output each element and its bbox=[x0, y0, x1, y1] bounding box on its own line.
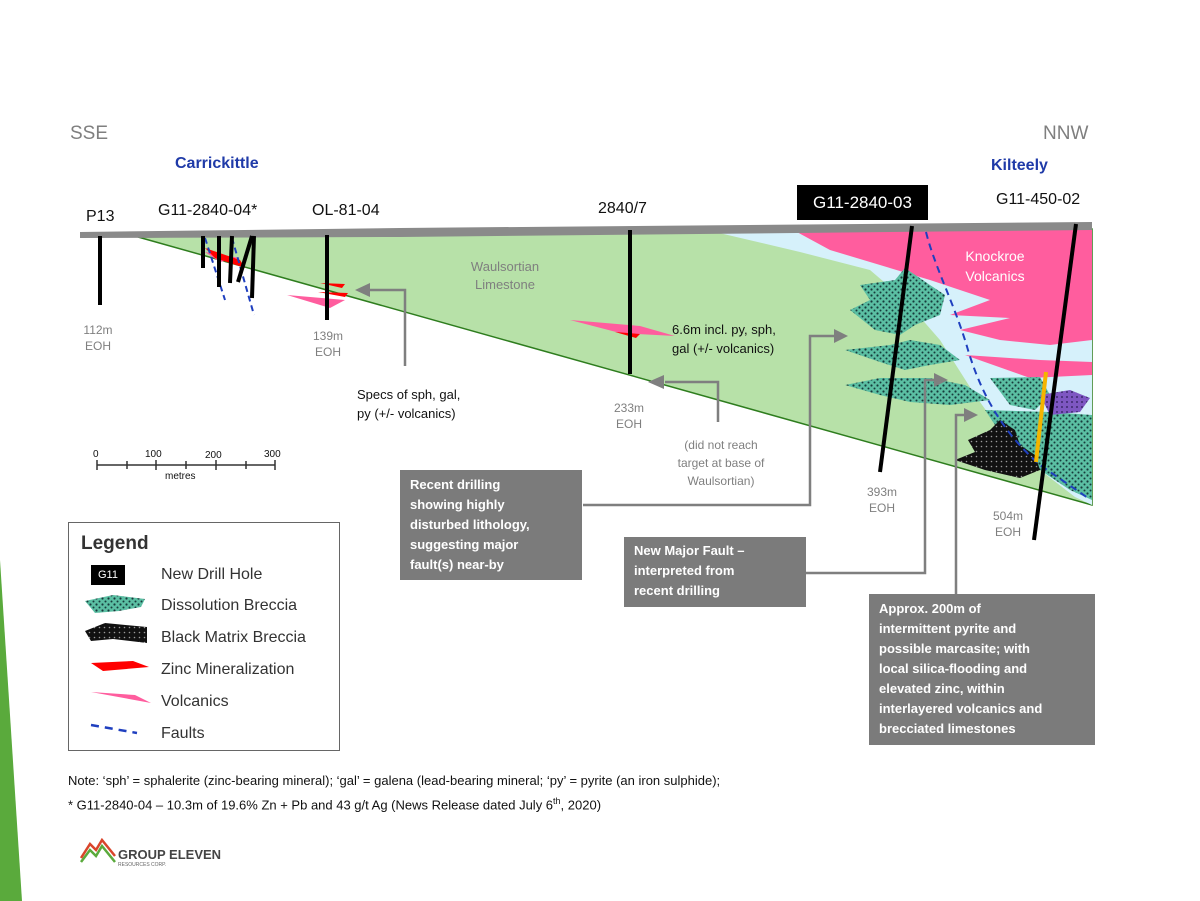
depth-g450: 504m EOH bbox=[992, 509, 1024, 539]
annotation-intercept: 6.6m incl. py, sph, gal (+/- volcanics) bbox=[672, 322, 776, 356]
hole-label-p13: P13 bbox=[86, 208, 115, 225]
scale-tick-100: 100 bbox=[145, 449, 162, 460]
knockroe-volcanics bbox=[795, 229, 1092, 345]
annotation-specs: Specs of sph, gal, py (+/- volcanics) bbox=[357, 387, 461, 421]
footnote-line-2: * G11-2840-04 – 10.3m of 19.6% Zn + Pb a… bbox=[68, 796, 602, 813]
drill-hole-g04 bbox=[250, 235, 256, 299]
direction-sse: SSE bbox=[70, 123, 109, 144]
black-matrix-breccia bbox=[955, 420, 1040, 478]
place-kilteely: Kilteely bbox=[991, 157, 1048, 174]
hole-label-ol: OL-81-04 bbox=[312, 202, 380, 219]
depth-ol: 139m EOH bbox=[312, 329, 344, 359]
scale-bar bbox=[96, 460, 276, 470]
dissolution-breccia bbox=[845, 378, 990, 405]
annotation-did-not-reach: (did not reach target at base of Waulsorti… bbox=[677, 438, 765, 488]
place-carrickittle: Carrickittle bbox=[175, 155, 259, 172]
drill-hole-g04 bbox=[228, 235, 234, 284]
scale-tick-200: 200 bbox=[205, 450, 222, 461]
callout-new-major-fault: New Major Fault – interpreted from recent … bbox=[624, 537, 806, 607]
drill-hole-g04 bbox=[236, 235, 254, 283]
legend-swatches bbox=[85, 595, 151, 735]
dissolution-breccia bbox=[990, 377, 1050, 410]
dissolution-breccia bbox=[850, 268, 945, 335]
hole-label-g03: G11-2840-03 bbox=[797, 185, 928, 220]
ground-surface bbox=[80, 222, 1092, 238]
silica-interval bbox=[1034, 371, 1048, 463]
scale-tick-300: 300 bbox=[264, 449, 281, 460]
legend-badge: G11 bbox=[91, 565, 125, 585]
logo-text: GROUP ELEVEN bbox=[118, 847, 222, 862]
drill-hole-g450 bbox=[1032, 223, 1078, 541]
fault-line bbox=[204, 237, 226, 301]
dissolution-breccia bbox=[845, 340, 960, 370]
direction-nnw: NNW bbox=[1043, 123, 1089, 144]
fault-line bbox=[231, 237, 255, 316]
zinc-mineralization bbox=[205, 248, 245, 268]
scale-unit: metres bbox=[165, 471, 196, 482]
legend-item-volcanics: Volcanics bbox=[161, 693, 229, 710]
legend-item-black-matrix-breccia: Black Matrix Breccia bbox=[161, 629, 306, 646]
zinc-mineralization bbox=[615, 332, 640, 338]
depth-p13: 112m EOH bbox=[83, 323, 113, 353]
volcanics-lens bbox=[570, 320, 675, 336]
legend-swatch-volcanics bbox=[91, 692, 151, 703]
footnote: Note: ‘sph’ = sphalerite (zinc-bearing m… bbox=[68, 771, 720, 815]
mountain-logo-icon bbox=[80, 838, 116, 863]
arrow-heads bbox=[355, 283, 978, 422]
legend-item-new-drill-hole: New Drill Hole bbox=[161, 566, 263, 583]
hole-label-g450: G11-450-02 bbox=[996, 191, 1081, 208]
fault-line bbox=[925, 231, 1089, 499]
hole-label-g04: G11-2840-04* bbox=[158, 202, 258, 219]
logo-subtext: RESOURCES CORP. bbox=[118, 862, 167, 868]
legend-item-zinc-mineralization: Zinc Mineralization bbox=[161, 661, 295, 678]
depth-2840-7: 233m EOH bbox=[613, 401, 645, 431]
legend-swatch-zinc bbox=[91, 661, 149, 671]
unit-waulsortian: Waulsortian Limestone bbox=[470, 259, 540, 292]
annotation-arrows bbox=[370, 288, 965, 595]
legend-swatch-black-matrix bbox=[85, 623, 147, 643]
legend-swatch-fault bbox=[90, 723, 138, 735]
legend: Legend G11 New Drill Hole Dissolution Br… bbox=[68, 522, 340, 751]
legend-item-dissolution-breccia: Dissolution Breccia bbox=[161, 597, 298, 614]
callout-pyrite-zone: Approx. 200m of intermittent pyrite and po… bbox=[869, 594, 1095, 745]
callout-recent-drilling: Recent drilling showing highly disturbed l… bbox=[400, 470, 582, 580]
depth-g03: 393m EOH bbox=[866, 485, 898, 515]
footnote-line-1: Note: ‘sph’ = sphalerite (zinc-bearing m… bbox=[68, 773, 721, 788]
volcanic-tongue bbox=[965, 355, 1092, 378]
hole-label-2840-7: 2840/7 bbox=[598, 200, 647, 217]
drill-hole-g03 bbox=[878, 225, 914, 473]
scale-tick-0: 0 bbox=[93, 449, 99, 460]
legend-swatch-dissolution bbox=[85, 595, 145, 613]
legend-item-faults: Faults bbox=[161, 725, 205, 742]
accent-wedge bbox=[0, 560, 22, 901]
volcanics-lens bbox=[287, 295, 345, 308]
legend-title: Legend bbox=[81, 533, 149, 554]
unit-knockroe: Knockroe Volcanics bbox=[965, 248, 1025, 284]
